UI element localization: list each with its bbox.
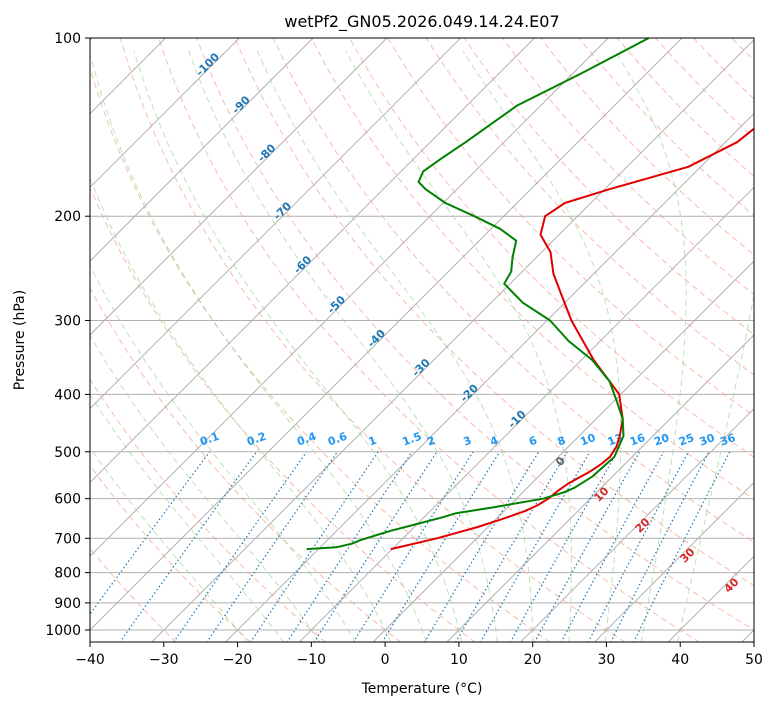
mixing-ratio-label: 3	[462, 434, 474, 449]
isotherm-label: -10	[505, 407, 528, 430]
dry-adiabat-line	[770, 38, 775, 643]
mixing-ratio-line	[561, 452, 664, 643]
moist-adiabat-line	[0, 51, 320, 643]
x-axis-label: Temperature (°C)	[361, 681, 483, 697]
x-tick-label: 0	[381, 652, 390, 668]
mixing-ratio-label: 0.2	[245, 430, 268, 449]
mixing-ratio-line	[353, 452, 473, 643]
x-tick-label: −30	[149, 652, 179, 668]
mixing-ratio-label: 2	[425, 434, 437, 449]
dry-adiabat-line	[44, 38, 476, 643]
y-tick-label: 500	[54, 445, 81, 461]
thetae-label: 20	[633, 515, 653, 535]
x-tick-label: −20	[223, 652, 253, 668]
dry-adiabat-line	[655, 38, 775, 643]
mixing-ratio-label: 25	[677, 431, 696, 448]
isotherm-label: -60	[291, 253, 314, 276]
thetae-label: 0	[553, 454, 568, 469]
y-tick-label: 200	[54, 209, 81, 225]
mixing-ratio-label: 1.5	[401, 430, 424, 449]
dry-adiabat-line	[6, 38, 401, 643]
isotherm-label: -100	[193, 50, 222, 79]
y-tick-label: 700	[54, 531, 81, 547]
isotherm-label: -30	[410, 356, 433, 379]
moist-adiabat-line	[346, 51, 572, 643]
dry-adiabat-line	[273, 38, 775, 643]
x-tick-label: 40	[671, 652, 689, 668]
isotherm-label: -20	[458, 381, 481, 404]
thetae-label: 10	[592, 484, 612, 504]
y-tick-label: 1000	[45, 623, 81, 639]
moist-adiabat-line	[20, 51, 356, 643]
x-tick-label: 50	[745, 652, 763, 668]
moist-adiabat-line	[0, 51, 248, 643]
dry-adiabat-line	[159, 38, 701, 643]
dry-adiabat-line	[541, 38, 775, 643]
chart-title: wetPf2_GN05.2026.049.14.24.E07	[284, 12, 559, 32]
mixing-ratio-label: 30	[698, 431, 717, 449]
moist-adiabat-line	[189, 51, 498, 643]
y-tick-label: 600	[54, 492, 81, 508]
dry-adiabat-line	[694, 38, 775, 643]
dry-adiabat-lines	[0, 38, 775, 643]
moist-adiabat-line	[52, 51, 391, 643]
isotherm-line	[520, 38, 775, 643]
isotherm-line	[741, 38, 775, 643]
x-tick-label: 10	[450, 652, 468, 668]
mixing-ratio-line	[510, 452, 617, 643]
moist-adiabat-lines	[0, 51, 774, 643]
moist-adiabat-line	[615, 51, 686, 643]
mixing-ratio-line	[207, 452, 338, 643]
isotherm-label: -80	[255, 141, 278, 164]
isotherm-line	[4, 38, 609, 643]
isotherm-line	[0, 38, 534, 643]
x-tick-label: 20	[524, 652, 542, 668]
isotherm-line	[0, 38, 387, 643]
mixing-ratio-label: 0.4	[295, 430, 318, 449]
thetae-label: 40	[722, 575, 742, 595]
isotherm-label: -70	[271, 199, 294, 222]
y-tick-label: 100	[54, 31, 81, 47]
dry-adiabat-line	[350, 38, 775, 643]
isotherm-label: -40	[365, 327, 388, 350]
y-tick-label: 400	[54, 387, 81, 403]
x-tick-label: 30	[598, 652, 616, 668]
isotherm-label: -90	[230, 93, 253, 116]
mixing-ratio-label: 0.1	[198, 430, 221, 449]
dry-adiabat-line	[503, 38, 775, 643]
dry-adiabat-line	[579, 38, 775, 643]
isotherm-line	[0, 38, 313, 643]
dry-adiabat-line	[0, 38, 326, 643]
mixing-ratio-line	[251, 452, 379, 643]
y-tick-label: 800	[54, 566, 81, 582]
mixing-ratio-label: 1	[367, 434, 379, 449]
mixing-ratio-line	[424, 452, 538, 643]
mixing-ratio-label: 6	[527, 434, 539, 449]
mixing-ratio-label: 0.6	[326, 430, 349, 449]
moist-adiabat-line	[0, 51, 284, 643]
x-tick-label: −40	[75, 652, 105, 668]
sounding-profiles	[307, 38, 775, 549]
dry-adiabat-line	[464, 38, 775, 643]
isotherm-label: -50	[325, 293, 348, 316]
mixing-ratio-line	[287, 452, 412, 643]
isotherm-line	[151, 38, 756, 643]
mixing-ratio-label: 36	[718, 431, 737, 449]
y-tick-label: 900	[54, 596, 81, 612]
dry-adiabat-line	[617, 38, 775, 643]
y-tick-label: 300	[54, 313, 81, 329]
dry-adiabat-line	[388, 38, 775, 643]
moist-adiabat-line	[257, 51, 533, 643]
dewpoint-profile-line	[307, 38, 649, 549]
x-tick-label: −10	[297, 652, 327, 668]
dry-adiabat-line	[0, 38, 251, 643]
mixing-ratio-line	[588, 452, 688, 643]
mixing-ratio-label: 16	[628, 431, 647, 449]
y-axis-label: Pressure (hPa)	[12, 290, 28, 390]
